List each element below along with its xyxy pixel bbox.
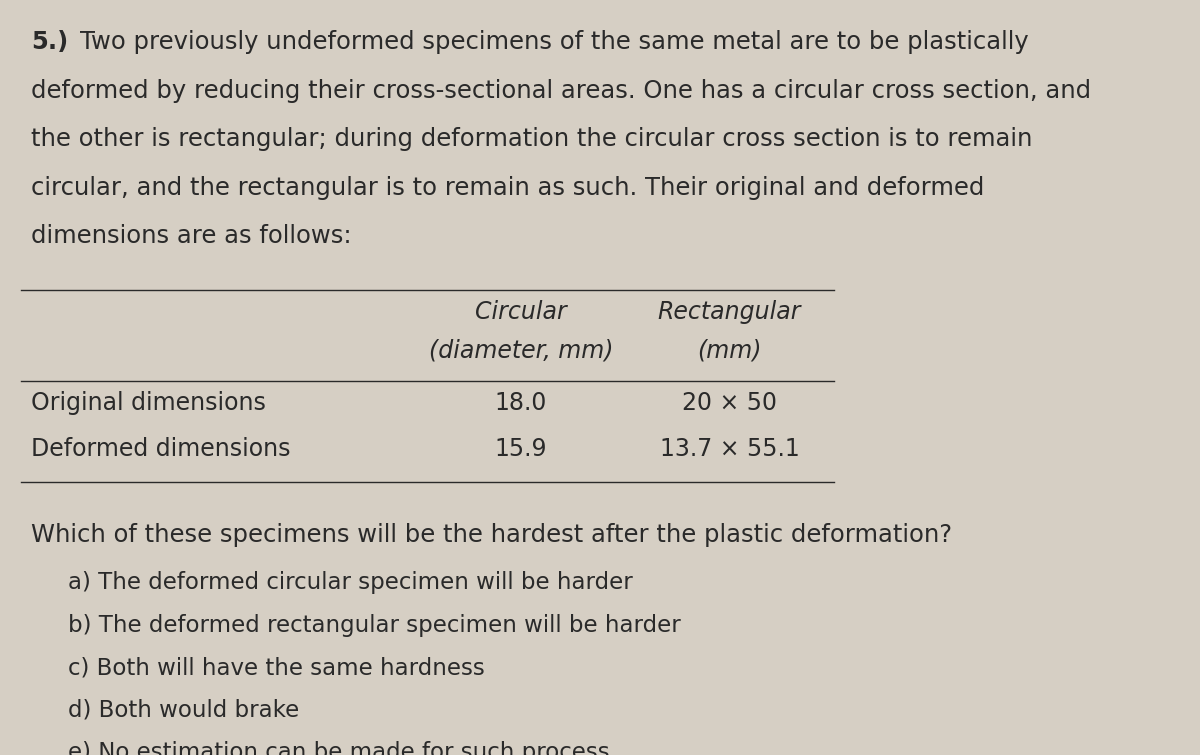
Text: circular, and the rectangular is to remain as such. Their original and deformed: circular, and the rectangular is to rema… — [31, 176, 985, 200]
Text: deformed by reducing their cross-sectional areas. One has a circular cross secti: deformed by reducing their cross-section… — [31, 79, 1091, 103]
Text: e) No estimation can be made for such process: e) No estimation can be made for such pr… — [67, 741, 610, 755]
Text: Deformed dimensions: Deformed dimensions — [31, 436, 290, 461]
Text: 15.9: 15.9 — [494, 436, 547, 461]
Text: Two previously undeformed specimens of the same metal are to be plastically: Two previously undeformed specimens of t… — [80, 30, 1028, 54]
Text: dimensions are as follows:: dimensions are as follows: — [31, 224, 352, 248]
Text: Rectangular: Rectangular — [658, 300, 802, 324]
Text: 5.): 5.) — [31, 30, 68, 54]
Text: b) The deformed rectangular specimen will be harder: b) The deformed rectangular specimen wil… — [67, 614, 680, 637]
Text: c) Both will have the same hardness: c) Both will have the same hardness — [67, 656, 485, 680]
Text: Original dimensions: Original dimensions — [31, 391, 266, 414]
Text: Which of these specimens will be the hardest after the plastic deformation?: Which of these specimens will be the har… — [31, 523, 953, 547]
Text: d) Both would brake: d) Both would brake — [67, 699, 299, 722]
Text: 13.7 × 55.1: 13.7 × 55.1 — [660, 436, 799, 461]
Text: (diameter, mm): (diameter, mm) — [428, 339, 613, 363]
Text: Circular: Circular — [475, 300, 566, 324]
Text: (mm): (mm) — [697, 339, 762, 363]
Text: a) The deformed circular specimen will be harder: a) The deformed circular specimen will b… — [67, 572, 632, 594]
Text: the other is rectangular; during deformation the circular cross section is to re: the other is rectangular; during deforma… — [31, 128, 1033, 151]
Text: 18.0: 18.0 — [494, 391, 547, 414]
Text: 20 × 50: 20 × 50 — [682, 391, 776, 414]
